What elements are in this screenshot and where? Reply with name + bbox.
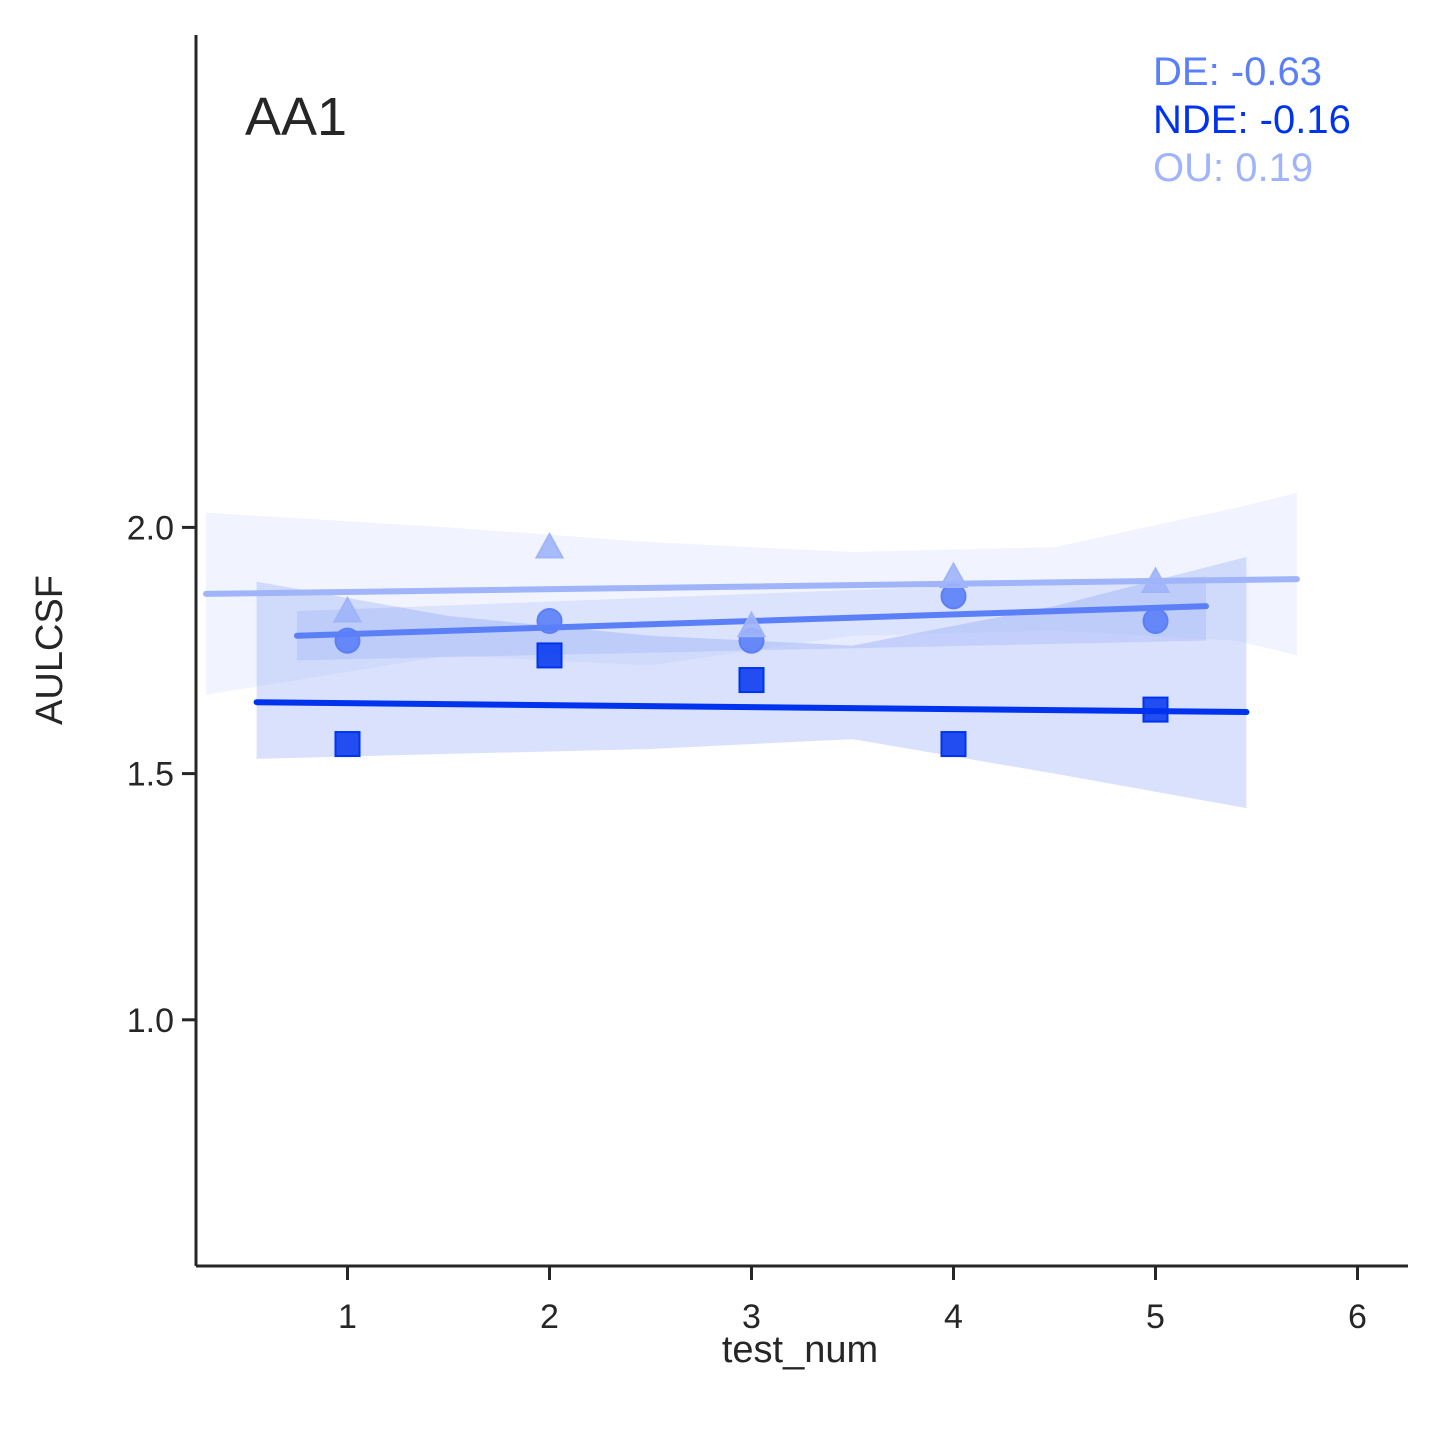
ci-band-ou <box>206 492 1297 695</box>
point-nde-3 <box>738 667 765 694</box>
y-tick-label-2: 2.0 <box>127 509 174 547</box>
y-tick-label-1: 1.0 <box>127 1002 174 1040</box>
y-axis-title: AULCSF <box>29 575 71 725</box>
x-axis-title: test_num <box>722 1329 878 1371</box>
point-ou-1 <box>332 596 363 623</box>
x-tick-label-6: 6 <box>1348 1298 1367 1336</box>
point-de-2 <box>536 607 563 634</box>
point-de-5 <box>1142 607 1169 634</box>
annotation-de: DE: -0.63 <box>1153 50 1322 94</box>
point-de-1 <box>334 627 361 654</box>
fit-line-ou <box>203 576 1300 597</box>
x-tick-label-3: 3 <box>742 1298 761 1336</box>
point-nde-5 <box>1142 696 1169 723</box>
point-nde-1 <box>334 731 361 758</box>
x-tick-label-4: 4 <box>944 1298 963 1336</box>
x-tick-label-5: 5 <box>1146 1298 1165 1336</box>
panel-title: AA1 <box>245 87 347 147</box>
point-ou-5 <box>1140 566 1171 593</box>
ticks: 1 2 3 4 5 6 1.0 1.5 2.0 <box>127 509 1367 1336</box>
point-ou-2 <box>534 532 565 559</box>
point-ou-3 <box>736 610 767 638</box>
data-points <box>332 532 1171 758</box>
annotation-ou: OU: 0.19 <box>1153 146 1313 190</box>
point-nde-2 <box>536 642 563 669</box>
x-tick-label-2: 2 <box>540 1298 559 1336</box>
point-nde-4 <box>940 731 967 758</box>
y-tick-label-1-5: 1.5 <box>127 756 174 794</box>
point-ou-4 <box>938 561 969 589</box>
fit-line-nde <box>253 699 1250 716</box>
x-tick-label-1: 1 <box>338 1298 357 1336</box>
axes <box>194 35 1408 1268</box>
annotation-nde: NDE: -0.16 <box>1153 98 1351 142</box>
